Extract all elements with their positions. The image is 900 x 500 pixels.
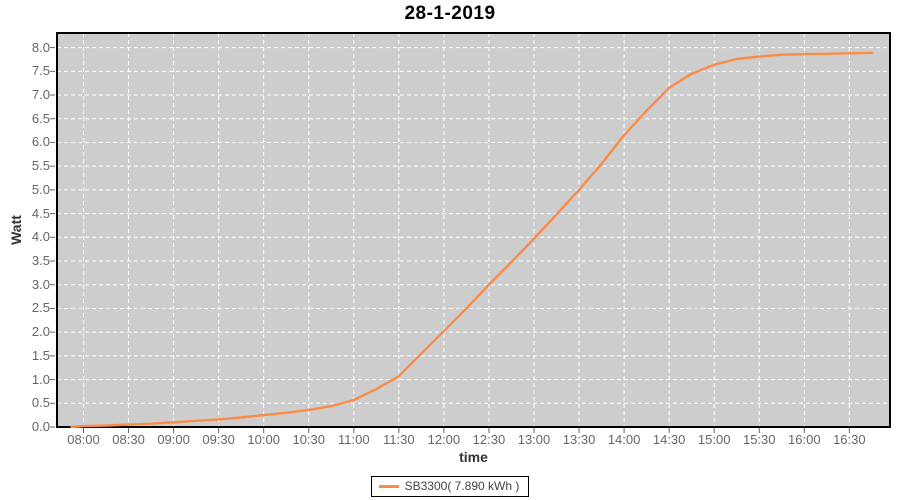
x-tick-label: 16:30 <box>833 432 866 447</box>
x-tick-label: 08:00 <box>67 432 100 447</box>
legend-line-swatch <box>378 484 399 488</box>
x-tick-label: 16:00 <box>788 432 821 447</box>
y-tick-label: 3.5 <box>31 253 50 268</box>
legend: SB3300( 7.890 kWh ) <box>0 476 900 497</box>
x-tick-label: 13:00 <box>517 432 551 447</box>
y-tick-label: 3.0 <box>31 276 50 292</box>
x-tick-label: 11:00 <box>338 432 370 447</box>
x-tick-label: 15:30 <box>742 432 776 447</box>
x-tick-label: 11:30 <box>383 432 415 447</box>
y-tick-label: 5.0 <box>31 181 50 197</box>
y-tick-label: 1.5 <box>31 347 50 363</box>
series-line <box>70 51 874 429</box>
y-tick-label: 0.0 <box>31 419 50 434</box>
y-tick-label: 2.5 <box>31 300 50 316</box>
x-tick-label: 15:00 <box>697 432 731 447</box>
x-tick-label: 12:00 <box>427 432 461 447</box>
x-tick-label: 13:30 <box>562 432 596 447</box>
y-tick-label: 4.0 <box>31 229 50 245</box>
y-tick-label: 8.0 <box>31 39 50 55</box>
x-axis-title: time <box>459 449 488 465</box>
y-tick-label: 2.0 <box>31 324 50 340</box>
plot-background <box>57 33 890 427</box>
x-tick-label: 10:00 <box>247 432 280 447</box>
y-tick-label: 6.5 <box>31 110 50 126</box>
y-tick-label: 1.0 <box>31 371 50 387</box>
y-axis-title: Watt <box>8 215 24 245</box>
plot-border <box>56 32 891 428</box>
x-tick-label: 10:30 <box>292 432 326 447</box>
x-tick-label: 08:30 <box>112 432 145 447</box>
chart-title: 28-1-2019 <box>404 3 496 24</box>
x-tick-label: 12:30 <box>472 432 506 447</box>
y-tick-label: 4.5 <box>31 205 50 221</box>
y-tick-label: 5.5 <box>31 158 50 174</box>
x-tick-label: 09:30 <box>202 432 235 447</box>
x-tick-label: 14:00 <box>607 432 641 447</box>
y-tick-label: 6.0 <box>31 134 50 150</box>
x-tick-label: 14:30 <box>652 432 686 447</box>
y-tick-label: 0.5 <box>31 395 50 411</box>
y-tick-label: 7.0 <box>31 87 50 103</box>
x-tick-label: 09:00 <box>157 432 190 447</box>
legend-box: SB3300( 7.890 kWh ) <box>370 476 530 497</box>
y-tick-label: 7.5 <box>31 63 50 79</box>
legend-label: SB3300( 7.890 kWh ) <box>404 479 520 493</box>
